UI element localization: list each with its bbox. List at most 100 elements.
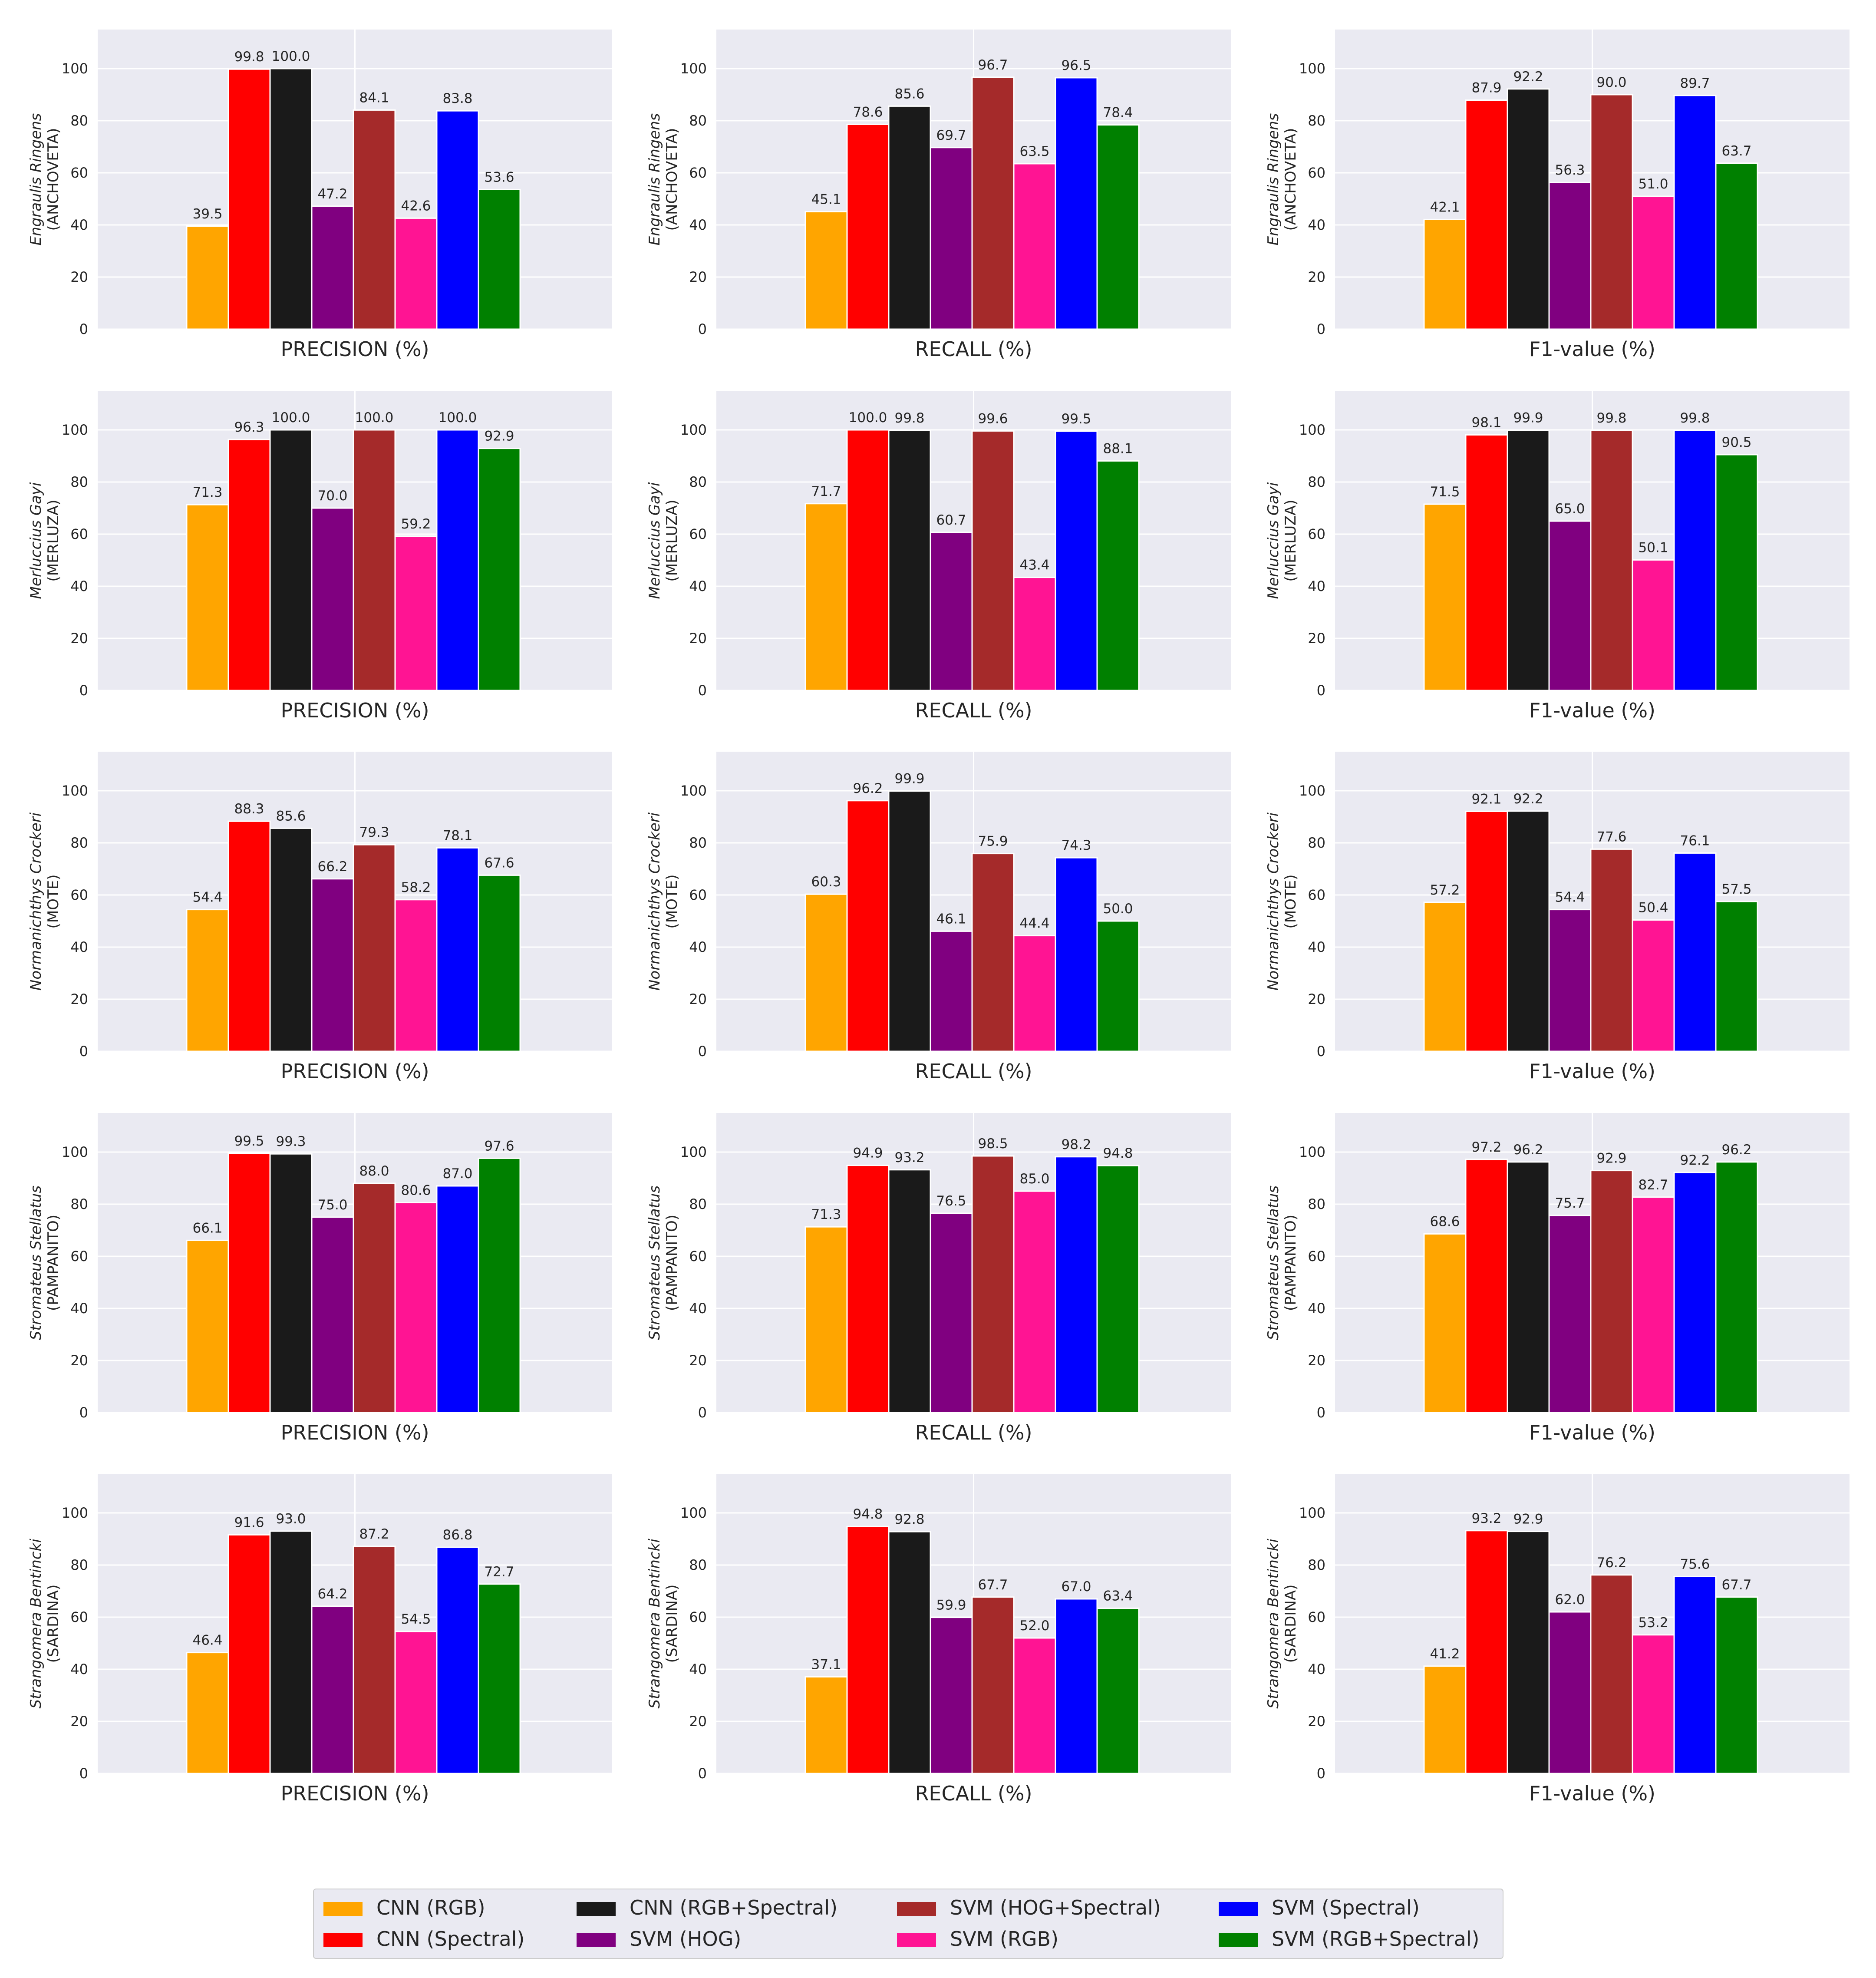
bar-4 xyxy=(1548,909,1592,1052)
y-tick-label: 60 xyxy=(70,165,88,181)
bar-value-label: 76.2 xyxy=(1596,1555,1626,1571)
bar-1 xyxy=(804,1226,848,1413)
bar-value-label: 96.2 xyxy=(1513,1142,1543,1158)
bar-value-label: 98.2 xyxy=(1061,1137,1091,1152)
y-axis-label: Engraulis Ringens(ANCHOVETA) xyxy=(646,113,681,246)
y-axis-label: Engraulis Ringens(ANCHOVETA) xyxy=(1265,113,1299,246)
y-tick-label: 40 xyxy=(689,1661,707,1678)
legend-swatch xyxy=(323,1933,363,1947)
y-axis-label: Strangomera Bentincki(SARDINA) xyxy=(646,1539,681,1709)
y-tick-label: 80 xyxy=(70,1557,88,1573)
bar-8 xyxy=(1096,1608,1140,1774)
bar-value-label: 75.6 xyxy=(1680,1556,1710,1572)
bar-value-label: 79.3 xyxy=(359,825,389,840)
bar-value-label: 96.5 xyxy=(1061,58,1091,73)
bar-8 xyxy=(1096,920,1140,1052)
bar-8 xyxy=(1096,1165,1140,1413)
y-axis-species: Engraulis Ringens xyxy=(1265,113,1282,246)
y-axis-label: Engraulis Ringens(ANCHOVETA) xyxy=(27,113,62,246)
bar-value-label: 54.4 xyxy=(1555,890,1585,905)
y-tick-label: 20 xyxy=(689,630,707,647)
bar-3 xyxy=(888,429,931,691)
y-tick-label: 20 xyxy=(689,1352,707,1369)
y-tick-label: 40 xyxy=(689,578,707,594)
bar-value-label: 75.9 xyxy=(978,834,1008,849)
bar-value-label: 46.4 xyxy=(192,1633,222,1648)
bar-value-label: 80.6 xyxy=(401,1182,431,1198)
bar-value-label: 94.9 xyxy=(853,1146,883,1161)
bar-4 xyxy=(930,1617,973,1774)
bar-value-label: 50.1 xyxy=(1638,540,1668,555)
y-tick-label: 100 xyxy=(680,422,707,438)
bar-value-label: 71.3 xyxy=(811,1207,841,1222)
bar-4 xyxy=(1548,1611,1592,1774)
bar-value-label: 87.9 xyxy=(1471,80,1501,96)
bar-value-label: 88.0 xyxy=(359,1163,389,1179)
bar-value-label: 50.0 xyxy=(1103,901,1133,917)
bar-value-label: 60.7 xyxy=(936,512,966,528)
bar-7 xyxy=(436,1546,479,1774)
y-axis-common-name: (SARDINA) xyxy=(1282,1585,1299,1663)
bar-8 xyxy=(1715,901,1758,1052)
bar-value-label: 99.8 xyxy=(1680,410,1710,426)
y-tick-label: 20 xyxy=(689,991,707,1007)
chart-panel-11: 0 20 40 60 80 100 71.3 94.9 93.2 76.5 98.5 85.0 98.2… xyxy=(646,1113,1231,1444)
y-tick-label: 60 xyxy=(689,887,707,903)
y-tick-label: 100 xyxy=(1299,60,1325,77)
bar-value-label: 99.8 xyxy=(234,49,264,65)
bar-value-label: 66.1 xyxy=(192,1220,222,1236)
bar-8 xyxy=(1096,124,1140,330)
bar-1 xyxy=(186,909,229,1052)
bar-2 xyxy=(227,439,271,691)
chart-panel-2: 0 20 40 60 80 100 45.1 78.6 85.6 69.7 96.7 63.5 96.5… xyxy=(646,30,1231,361)
bar-value-label: 90.5 xyxy=(1721,435,1751,450)
bar-6 xyxy=(394,535,438,691)
bar-5 xyxy=(971,430,1015,691)
legend-label: SVM (RGB+Spectral) xyxy=(1272,1927,1480,1951)
bar-value-label: 76.5 xyxy=(936,1193,966,1209)
bar-value-label: 71.3 xyxy=(192,485,222,500)
bar-value-label: 67.7 xyxy=(1721,1577,1751,1593)
bar-2 xyxy=(1465,434,1508,691)
chart-panels: 0 20 40 60 80 100 39.5 99.8 100.0 47.2 84.1 42.6 83.… xyxy=(27,30,1850,1805)
bar-value-label: 100.0 xyxy=(272,410,310,426)
y-tick-label: 20 xyxy=(1308,269,1325,285)
bar-8 xyxy=(1715,1596,1758,1774)
y-axis-species: Merluccius Gayi xyxy=(1265,482,1282,599)
y-tick-label: 80 xyxy=(70,112,88,129)
bar-value-label: 92.2 xyxy=(1513,69,1543,85)
bar-value-label: 92.9 xyxy=(1513,1512,1543,1527)
bar-value-label: 71.7 xyxy=(811,484,841,499)
bar-value-label: 93.0 xyxy=(276,1511,306,1527)
y-axis-label: Normanichthys Crockeri(MOTE) xyxy=(1265,812,1299,991)
bar-2 xyxy=(846,123,890,330)
bar-1 xyxy=(186,225,229,330)
bar-3 xyxy=(269,429,313,691)
bar-value-label: 100.0 xyxy=(272,49,310,64)
y-tick-label: 80 xyxy=(70,474,88,490)
y-tick-label: 100 xyxy=(1299,422,1325,438)
y-tick-label: 40 xyxy=(70,578,88,594)
bar-2 xyxy=(227,68,271,330)
bar-value-label: 57.2 xyxy=(1430,882,1460,898)
y-tick-label: 60 xyxy=(689,526,707,542)
bar-value-label: 63.4 xyxy=(1103,1588,1133,1604)
bar-value-label: 92.2 xyxy=(1680,1152,1710,1168)
y-tick-label: 100 xyxy=(680,60,707,77)
bar-4 xyxy=(311,1605,354,1774)
bar-value-label: 44.4 xyxy=(1019,916,1049,931)
x-axis-label: PRECISION (%) xyxy=(280,337,429,361)
bar-8 xyxy=(478,1157,521,1413)
legend-label: CNN (Spectral) xyxy=(376,1927,524,1951)
bar-value-label: 74.3 xyxy=(1061,838,1091,853)
bar-6 xyxy=(394,1202,438,1413)
bar-value-label: 47.2 xyxy=(317,186,347,202)
bar-2 xyxy=(846,800,890,1052)
bar-2 xyxy=(227,820,271,1052)
bar-value-label: 99.8 xyxy=(1596,410,1626,426)
bar-value-label: 93.2 xyxy=(894,1150,924,1166)
bar-value-label: 92.9 xyxy=(484,429,514,444)
bar-7 xyxy=(1055,857,1098,1052)
y-tick-label: 0 xyxy=(79,321,88,337)
bar-value-label: 76.1 xyxy=(1680,833,1710,849)
